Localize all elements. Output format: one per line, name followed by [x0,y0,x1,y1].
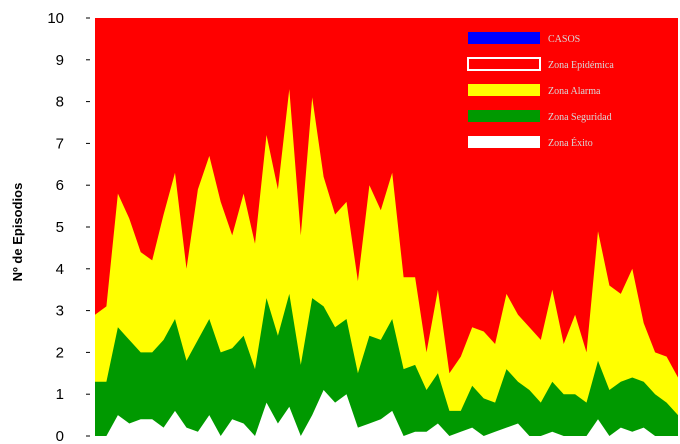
y-tick-label: 4 [56,261,64,278]
y-tick-label: 9 [56,52,64,69]
y-tick-label: 1 [56,386,64,403]
y-tick-label: 6 [56,177,64,194]
legend-swatch [467,57,541,71]
legend-swatch [468,84,540,96]
area-zona-seguridad [95,293,678,436]
area-zona-éxito [95,390,678,436]
y-tick-label: 0 [56,428,64,444]
legend-label: Zona Seguridad [548,112,612,123]
legend-label: Zona Epidémica [548,60,614,71]
legend-swatch [468,32,540,44]
legend: CASOS Zona Epidémica Zona Alarma Zona Segur… [467,32,614,149]
y-axis-label: Nº de Episodios [10,183,25,282]
legend-swatch [468,136,540,148]
legend-label: Zona Éxito [548,137,593,149]
y-tick-label: 5 [56,219,64,236]
y-tick-label: 8 [56,94,64,111]
y-tick-label: 10 [47,10,64,27]
legend-label: CASOS [548,34,580,45]
y-tick-label: 7 [56,135,64,152]
y-tick-label: 2 [56,344,64,361]
legend-label: Zona Alarma [548,86,601,97]
y-tick-label: 3 [56,303,64,320]
plot-area [95,18,678,436]
legend-swatch [468,110,540,122]
y-axis: 0 1 2 3 4 5 6 7 8 9 10 [47,10,90,444]
